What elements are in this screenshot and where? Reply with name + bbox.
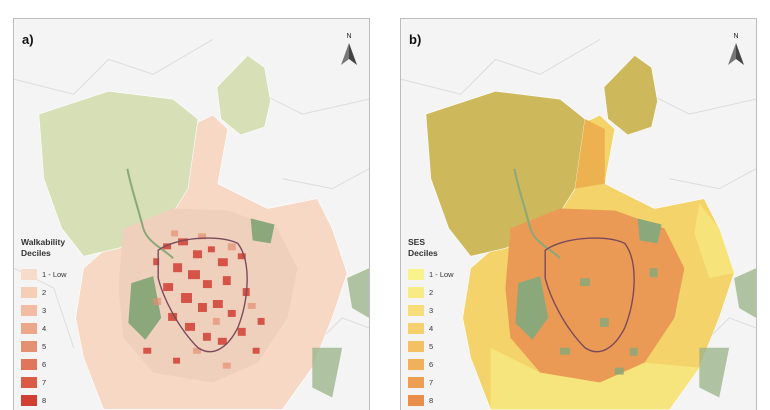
legend-label: 4 — [42, 323, 47, 333]
legend-label: 2 — [42, 287, 47, 297]
legend-swatch — [408, 376, 424, 388]
legend-swatch — [21, 340, 37, 352]
legend-title: SES Deciles — [408, 237, 454, 259]
legend-swatch — [408, 394, 424, 406]
legend-label: 7 — [42, 377, 47, 387]
west-park — [128, 276, 162, 340]
south-green — [699, 347, 730, 398]
legend-swatch — [21, 286, 37, 298]
legend-swatch — [21, 268, 37, 280]
legend-label: 1 - Low — [429, 269, 454, 279]
legend-swatch — [408, 358, 424, 370]
legend-item: 3 — [21, 301, 67, 319]
legend-item: 7 — [408, 373, 454, 391]
east-park — [637, 218, 662, 244]
legend-item: 2 — [21, 283, 67, 301]
walkability-map — [14, 39, 369, 410]
legend-label: 1 - Low — [42, 269, 67, 279]
ses-map — [401, 39, 756, 410]
legend-item: 6 — [21, 355, 67, 373]
legend-item: 4 — [21, 319, 67, 337]
legend-item: 1 - Low — [408, 265, 454, 283]
north-letter: N — [346, 33, 352, 40]
walkability-light-blocks — [153, 230, 256, 369]
panel-label: a) — [22, 32, 34, 47]
legend-label: 3 — [429, 305, 434, 315]
ses-legend: SES Deciles 1 - Low 2 3 4 5 6 7 8 — [408, 237, 454, 409]
north-arrow: N — [339, 33, 359, 69]
legend-label: 6 — [429, 359, 434, 369]
green-spaces — [560, 268, 658, 375]
ring-road — [157, 237, 248, 353]
legend-label: 5 — [429, 341, 434, 351]
northeast-district — [216, 55, 271, 136]
legend-label: 4 — [429, 323, 434, 333]
legend-swatch — [408, 268, 424, 280]
legend-swatch — [21, 358, 37, 370]
north-arrow-icon — [728, 43, 744, 65]
legend-label: 7 — [429, 377, 434, 387]
central-area — [505, 208, 685, 383]
legend-item: 8 — [408, 391, 454, 409]
legend-label: 3 — [42, 305, 47, 315]
legend-item: 5 — [408, 337, 454, 355]
legend-item: 5 — [21, 337, 67, 355]
central-area — [118, 208, 298, 383]
legend-item: 6 — [408, 355, 454, 373]
legend-label: 8 — [429, 395, 434, 405]
legend-title: Walkability Deciles — [21, 237, 67, 259]
southern-district — [490, 347, 700, 410]
legend-items: 1 - Low 2 3 4 5 6 7 8 — [21, 265, 67, 409]
north-arrow: N — [726, 33, 746, 69]
walkability-hotspots — [143, 238, 265, 364]
legend-swatch — [21, 322, 37, 334]
legend-swatch — [408, 322, 424, 334]
legend-item: 3 — [408, 301, 454, 319]
east-park — [250, 218, 275, 244]
ring-road — [544, 237, 635, 353]
river-corridor — [126, 168, 174, 259]
map-panel-walkability: a) N Walkability Deciles 1 - Low 2 3 4 5… — [13, 18, 370, 410]
legend-swatch — [408, 304, 424, 316]
legend-label: 2 — [429, 287, 434, 297]
panel-label: b) — [409, 32, 422, 47]
legend-title-line: Walkability — [21, 237, 66, 247]
legend-swatch — [21, 376, 37, 388]
east-green — [734, 268, 756, 318]
legend-swatch — [21, 394, 37, 406]
east-district — [694, 203, 735, 279]
legend-item: 4 — [408, 319, 454, 337]
legend-item: 8 — [21, 391, 67, 409]
south-green — [312, 347, 343, 398]
legend-label: 6 — [42, 359, 47, 369]
east-upper-district — [575, 119, 605, 189]
legend-swatch — [21, 304, 37, 316]
legend-swatch — [408, 340, 424, 352]
west-park — [515, 276, 549, 340]
east-green — [347, 268, 369, 318]
north-arrow-icon — [341, 43, 357, 65]
legend-label: 8 — [42, 395, 47, 405]
legend-title-line: Deciles — [21, 248, 51, 258]
legend-item: 7 — [21, 373, 67, 391]
legend-swatch — [408, 286, 424, 298]
legend-label: 5 — [42, 341, 47, 351]
legend-item: 2 — [408, 283, 454, 301]
northeast-district — [603, 55, 658, 136]
map-panel-ses: b) N SES Deciles 1 - Low 2 3 4 5 6 7 8 — [400, 18, 757, 410]
river-corridor — [513, 168, 561, 259]
north-letter: N — [733, 33, 739, 40]
legend-item: 1 - Low — [21, 265, 67, 283]
legend-title-line: SES — [408, 237, 426, 247]
legend-items: 1 - Low 2 3 4 5 6 7 8 — [408, 265, 454, 409]
legend-title-line: Deciles — [408, 248, 438, 258]
walkability-legend: Walkability Deciles 1 - Low 2 3 4 5 6 7 … — [21, 237, 67, 409]
